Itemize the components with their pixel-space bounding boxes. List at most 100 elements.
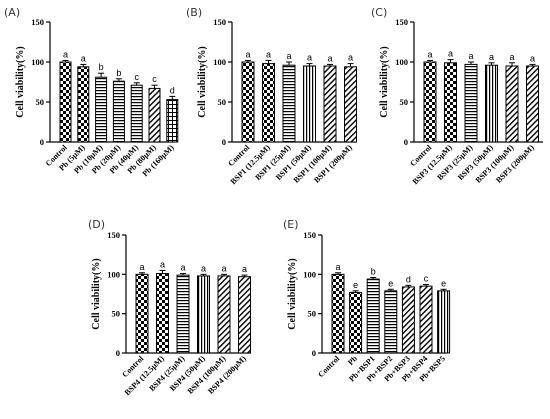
- y-tick-label: 150: [107, 230, 120, 240]
- chart-panel-5: (E) Cell viability(%) 0 50 100 150 a Control e Pb…: [283, 218, 451, 383]
- bar: [366, 278, 380, 354]
- bar: [526, 65, 539, 143]
- bar: [423, 61, 437, 143]
- bar: [303, 65, 316, 143]
- y-tick-label: 50: [112, 309, 121, 319]
- bar: [130, 84, 143, 143]
- bar: [344, 66, 357, 143]
- y-tick-label: 150: [395, 17, 408, 27]
- bar: [241, 61, 255, 143]
- bar: [419, 285, 433, 354]
- significance-letter: a: [489, 52, 494, 62]
- bar: [176, 274, 190, 354]
- y-tick-label: 0: [40, 137, 44, 147]
- significance-letter: a: [221, 263, 226, 273]
- y-axis-title: Cell viability(%): [15, 46, 26, 117]
- y-tick-label: 50: [308, 309, 317, 319]
- significance-letter: a: [348, 53, 353, 63]
- y-tick-label: 100: [213, 57, 226, 67]
- significance-letter: a: [245, 49, 250, 59]
- significance-letter: a: [201, 263, 206, 273]
- bar: [349, 291, 363, 354]
- bar: [401, 286, 415, 354]
- significance-letter: a: [81, 53, 86, 63]
- y-axis-title: Cell viability(%): [287, 258, 298, 329]
- y-axis-title: Cell viability(%): [197, 46, 208, 117]
- significance-letter: c: [152, 74, 157, 84]
- bar: [59, 61, 72, 143]
- y-tick-label: 100: [395, 57, 408, 67]
- bar: [323, 65, 337, 143]
- y-axis-title: Cell viability(%): [379, 46, 390, 117]
- y-tick-label: 50: [36, 97, 45, 107]
- significance-letter: a: [530, 53, 535, 63]
- significance-letter: a: [335, 262, 340, 272]
- bar: [238, 276, 251, 354]
- significance-letter: a: [307, 53, 312, 63]
- significance-letter: e: [353, 280, 358, 290]
- significance-letter: a: [242, 264, 247, 274]
- significance-letter: a: [427, 49, 432, 59]
- y-tick-label: 0: [116, 348, 120, 358]
- y-tick-label: 150: [303, 230, 316, 240]
- significance-letter: a: [468, 51, 473, 61]
- bar: [331, 273, 345, 354]
- bar: [112, 80, 125, 143]
- y-tick-label: 0: [404, 137, 408, 147]
- chart-panel-4: (D)Cell viability(%)050100150aControlaBS…: [88, 218, 251, 397]
- significance-letter: c: [424, 274, 429, 284]
- panel-letter: (E): [283, 218, 299, 231]
- significance-letter: a: [509, 52, 514, 62]
- chart-panel-2: (B)Cell viability(%)050100150aControlaBS…: [186, 6, 357, 186]
- significance-letter: a: [266, 49, 271, 59]
- bar: [95, 76, 108, 143]
- bar: [135, 273, 149, 354]
- significance-letter: a: [139, 262, 144, 272]
- y-tick-label: 100: [303, 269, 316, 279]
- bar: [197, 275, 210, 354]
- significance-letter: d: [406, 274, 411, 284]
- significance-letter: a: [327, 53, 332, 63]
- y-tick-label: 100: [31, 57, 44, 67]
- y-tick-label: 150: [213, 17, 226, 27]
- bar: [262, 63, 275, 143]
- chart-panel-3: (C)Cell viability(%)050100150aControlaBS…: [371, 6, 543, 186]
- y-tick-label: 150: [31, 17, 44, 27]
- y-axis-title: Cell viability(%): [91, 258, 102, 329]
- significance-letter: e: [441, 278, 446, 288]
- y-tick-label: 50: [218, 97, 227, 107]
- panel-letter: (A): [4, 6, 20, 19]
- bar: [217, 275, 231, 354]
- y-tick-label: 0: [222, 137, 226, 147]
- y-tick-label: 0: [312, 348, 316, 358]
- significance-letter: a: [63, 49, 68, 59]
- bar: [485, 64, 498, 143]
- significance-letter: a: [286, 51, 291, 61]
- significance-letter: a: [160, 259, 165, 269]
- bar: [77, 66, 90, 143]
- significance-letter: b: [116, 68, 121, 78]
- panel-letter: (D): [88, 218, 105, 231]
- bar: [505, 65, 519, 143]
- significance-letter: e: [388, 278, 393, 288]
- significance-letter: b: [371, 266, 376, 276]
- y-tick-label: 50: [400, 97, 409, 107]
- bar: [156, 273, 169, 354]
- bar: [437, 290, 451, 354]
- x-category-label: Control: [316, 354, 342, 380]
- significance-letter: d: [170, 85, 175, 95]
- significance-letter: b: [99, 62, 104, 72]
- bar: [384, 290, 398, 354]
- bar: [148, 87, 161, 143]
- bar: [444, 62, 457, 143]
- bar: [464, 63, 478, 143]
- significance-letter: c: [134, 72, 139, 82]
- y-tick-label: 100: [107, 269, 120, 279]
- panel-letter: (B): [186, 6, 202, 19]
- bar: [166, 99, 179, 143]
- chart-panel-1: (A)Cell viability(%)050100150aControlaPb…: [4, 6, 179, 178]
- bar: [282, 64, 296, 143]
- significance-letter: a: [448, 49, 453, 59]
- panel-letter: (C): [371, 6, 387, 19]
